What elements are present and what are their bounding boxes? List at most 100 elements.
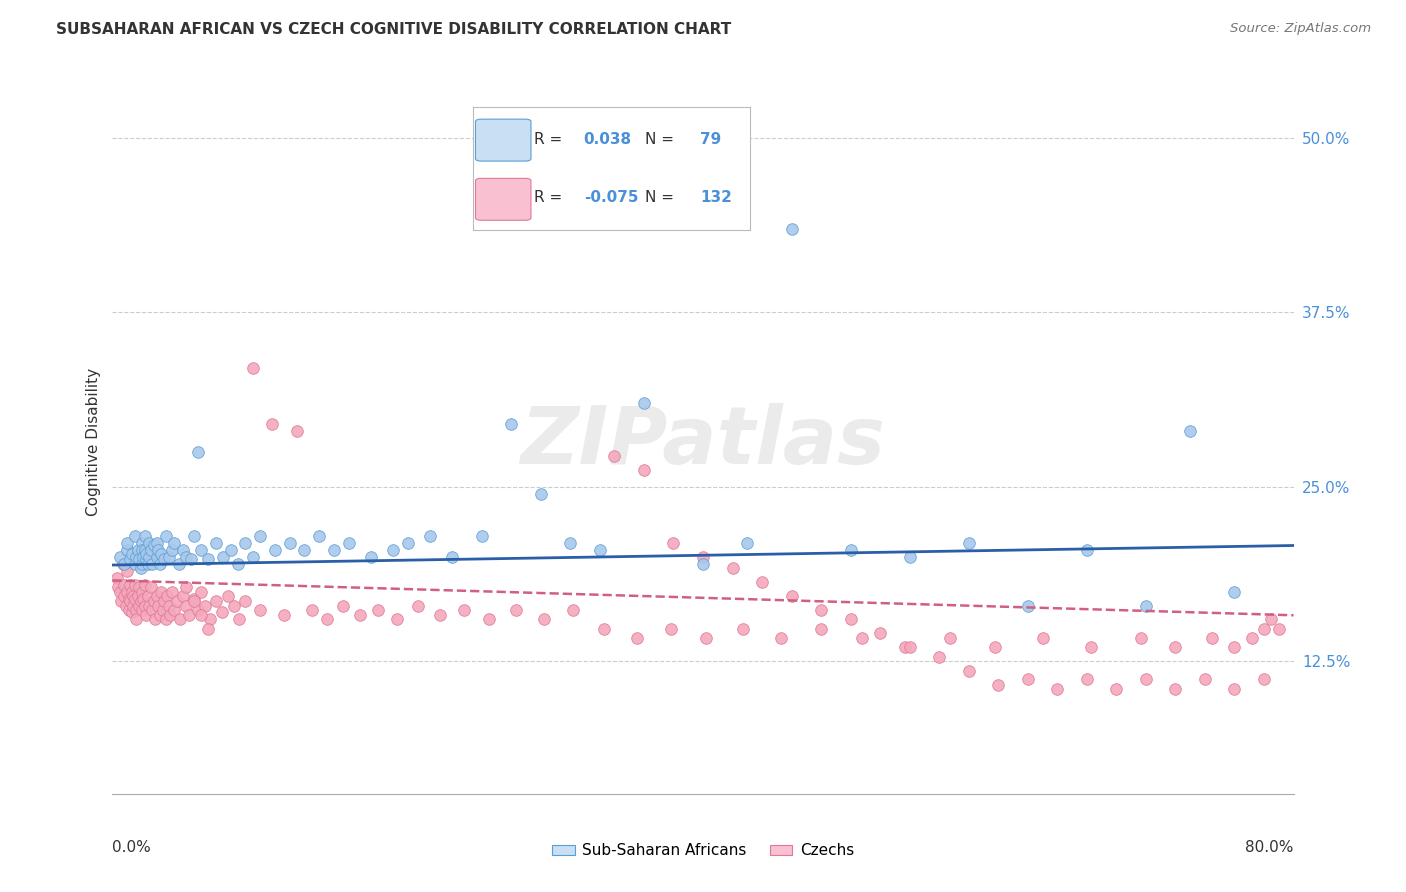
Point	[172, 589, 194, 603]
Point	[260, 417, 283, 431]
Point	[558, 535, 582, 549]
Point	[146, 549, 169, 564]
Point	[603, 449, 626, 463]
Point	[737, 535, 759, 549]
Point	[501, 417, 523, 431]
Point	[105, 571, 128, 585]
Point	[179, 608, 201, 623]
Point	[149, 608, 172, 623]
Point	[292, 542, 315, 557]
Point	[562, 603, 585, 617]
Point	[332, 599, 354, 613]
Point	[138, 549, 160, 564]
Point	[1076, 542, 1098, 557]
Point	[1017, 599, 1039, 613]
Point	[131, 542, 153, 557]
Point	[117, 535, 138, 549]
Point	[1201, 631, 1223, 645]
Point	[160, 542, 183, 557]
Point	[117, 564, 138, 578]
Point	[141, 603, 163, 617]
Point	[128, 599, 150, 613]
Point	[308, 529, 330, 543]
Point	[242, 549, 264, 564]
Point	[127, 589, 149, 603]
Point	[367, 603, 389, 617]
Point	[155, 529, 177, 543]
Point	[1135, 673, 1157, 687]
Point	[770, 631, 793, 645]
Point	[122, 599, 145, 613]
Point	[197, 622, 219, 636]
Point	[839, 542, 862, 557]
Point	[159, 608, 181, 623]
Point	[129, 561, 152, 575]
Point	[125, 549, 148, 564]
Point	[226, 557, 249, 571]
Point	[157, 599, 180, 613]
Point	[810, 622, 832, 636]
Point	[278, 535, 301, 549]
Point	[174, 580, 197, 594]
Point	[143, 612, 166, 626]
Point	[183, 594, 205, 608]
Point	[142, 539, 165, 553]
Point	[197, 552, 219, 566]
Point	[169, 612, 191, 626]
Point	[110, 594, 132, 608]
Point	[142, 594, 165, 608]
Point	[125, 603, 148, 617]
Point	[1223, 640, 1246, 655]
Point	[135, 547, 157, 561]
Point	[478, 612, 501, 626]
Point	[898, 640, 921, 655]
Point	[131, 603, 153, 617]
Point	[529, 487, 551, 501]
Point	[180, 552, 202, 566]
Point	[108, 584, 131, 599]
Point	[1164, 682, 1187, 697]
Point	[150, 547, 173, 561]
Point	[114, 599, 136, 613]
Point	[419, 529, 441, 543]
Point	[205, 535, 228, 549]
Point	[112, 589, 135, 603]
Point	[1194, 673, 1216, 687]
Point	[152, 603, 174, 617]
Point	[894, 640, 917, 655]
Point	[132, 549, 155, 564]
Point	[692, 557, 714, 571]
Point	[1223, 584, 1246, 599]
Point	[124, 591, 146, 606]
Point	[1046, 682, 1069, 697]
Point	[190, 608, 212, 623]
Text: 80.0%: 80.0%	[1246, 839, 1294, 855]
Point	[128, 552, 150, 566]
Text: SUBSAHARAN AFRICAN VS CZECH COGNITIVE DISABILITY CORRELATION CHART: SUBSAHARAN AFRICAN VS CZECH COGNITIVE DI…	[56, 22, 731, 37]
Point	[122, 589, 145, 603]
Point	[721, 561, 744, 575]
Point	[387, 612, 409, 626]
Point	[157, 549, 180, 564]
Point	[121, 547, 143, 561]
Point	[1223, 682, 1246, 697]
Point	[134, 599, 156, 613]
Point	[198, 612, 221, 626]
Point	[134, 542, 156, 557]
Point	[851, 631, 873, 645]
Point	[441, 549, 464, 564]
Point	[138, 535, 160, 549]
Point	[938, 631, 960, 645]
Point	[751, 574, 773, 589]
Point	[153, 552, 176, 566]
Point	[360, 549, 382, 564]
Point	[131, 557, 153, 571]
Point	[242, 361, 264, 376]
Point	[139, 580, 162, 594]
Point	[112, 557, 135, 571]
Point	[984, 640, 1007, 655]
Point	[219, 542, 242, 557]
Point	[135, 552, 157, 566]
Point	[301, 603, 323, 617]
Point	[1135, 599, 1157, 613]
